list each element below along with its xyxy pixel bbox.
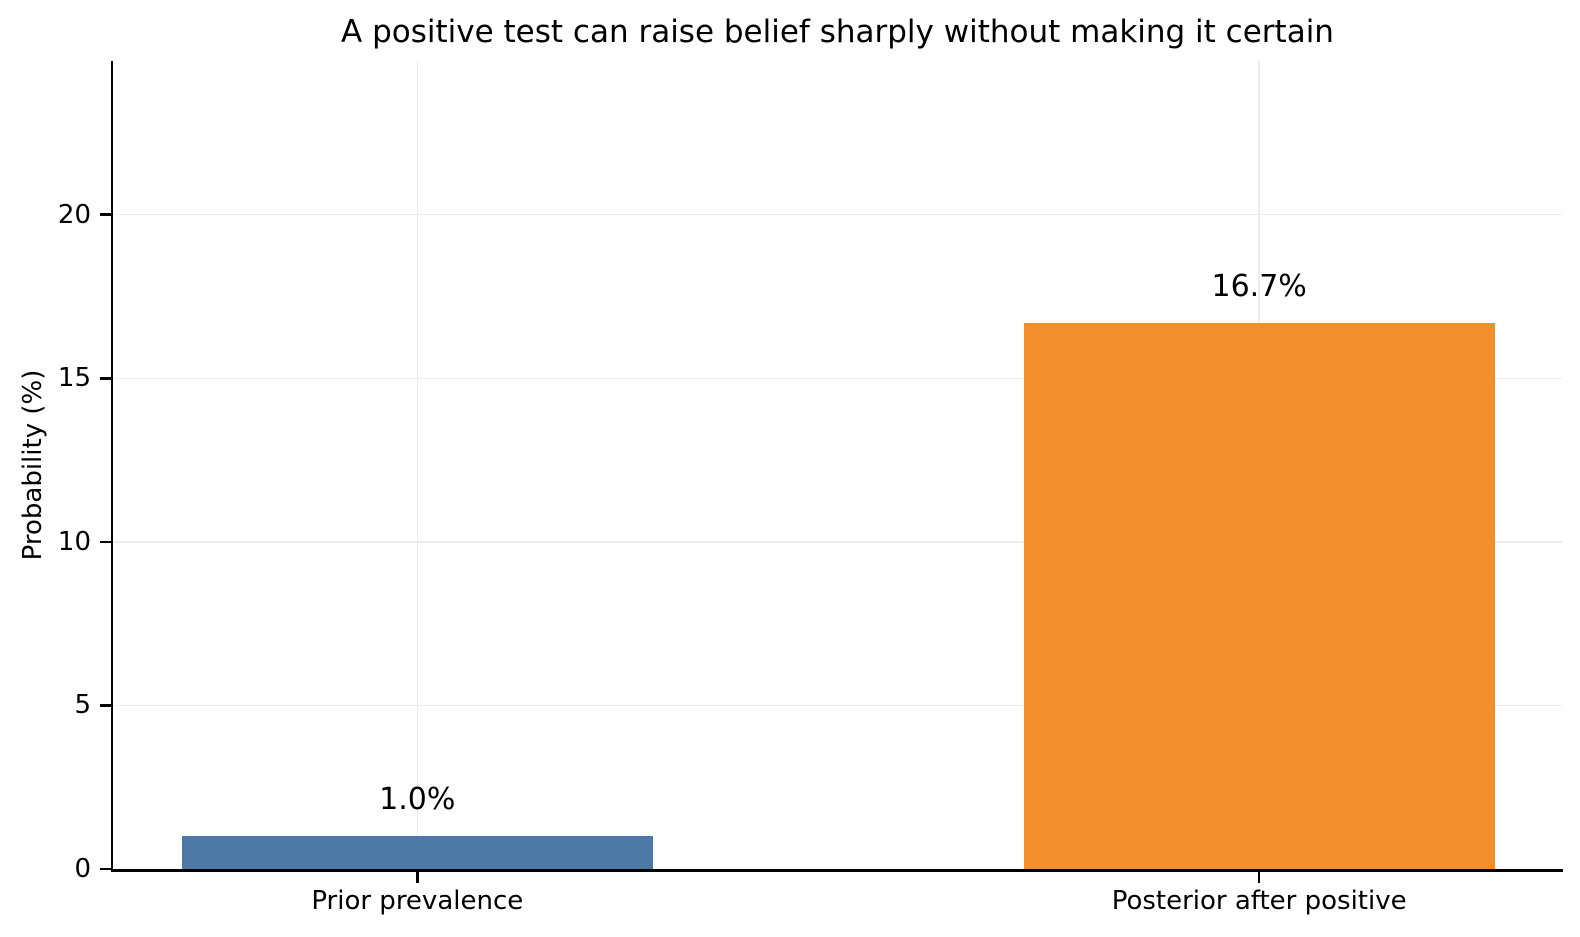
x-tick-label: Posterior after positive	[1111, 886, 1407, 916]
bar-1	[1023, 322, 1495, 869]
y-tick-mark	[99, 213, 111, 216]
y-tick-mark	[99, 867, 111, 871]
x-tick-mark	[1257, 871, 1261, 883]
y-tick-mark	[99, 377, 111, 380]
gridline-horizontal	[113, 541, 1562, 543]
gridline-horizontal	[113, 213, 1562, 216]
gridline-vertical	[416, 61, 419, 869]
x-tick-mark	[416, 871, 419, 883]
gridline-horizontal	[113, 377, 1562, 380]
x-axis-spine	[110, 869, 1563, 872]
chart-title: A positive test can raise belief sharply…	[341, 14, 1334, 50]
y-tick-mark	[99, 540, 111, 544]
plot-area: 1.0% 16.7% 0 5 10 15 20 Prior prevalence Posteri…	[58, 61, 1563, 916]
y-axis-spine	[110, 61, 113, 872]
y-tick-label: 5	[74, 690, 91, 721]
gridline-horizontal	[113, 704, 1562, 707]
y-tick-mark	[99, 704, 111, 707]
bar-value-label: 16.7%	[1211, 268, 1307, 304]
y-tick-label: 15	[57, 363, 91, 394]
y-tick-label: 20	[57, 199, 91, 230]
y-tick-label: 0	[74, 854, 91, 884]
bar-value-label: 1.0%	[379, 782, 456, 818]
bar-0	[181, 836, 653, 869]
y-tick-label: 10	[57, 526, 91, 557]
x-tick-label: Prior prevalence	[311, 886, 524, 916]
